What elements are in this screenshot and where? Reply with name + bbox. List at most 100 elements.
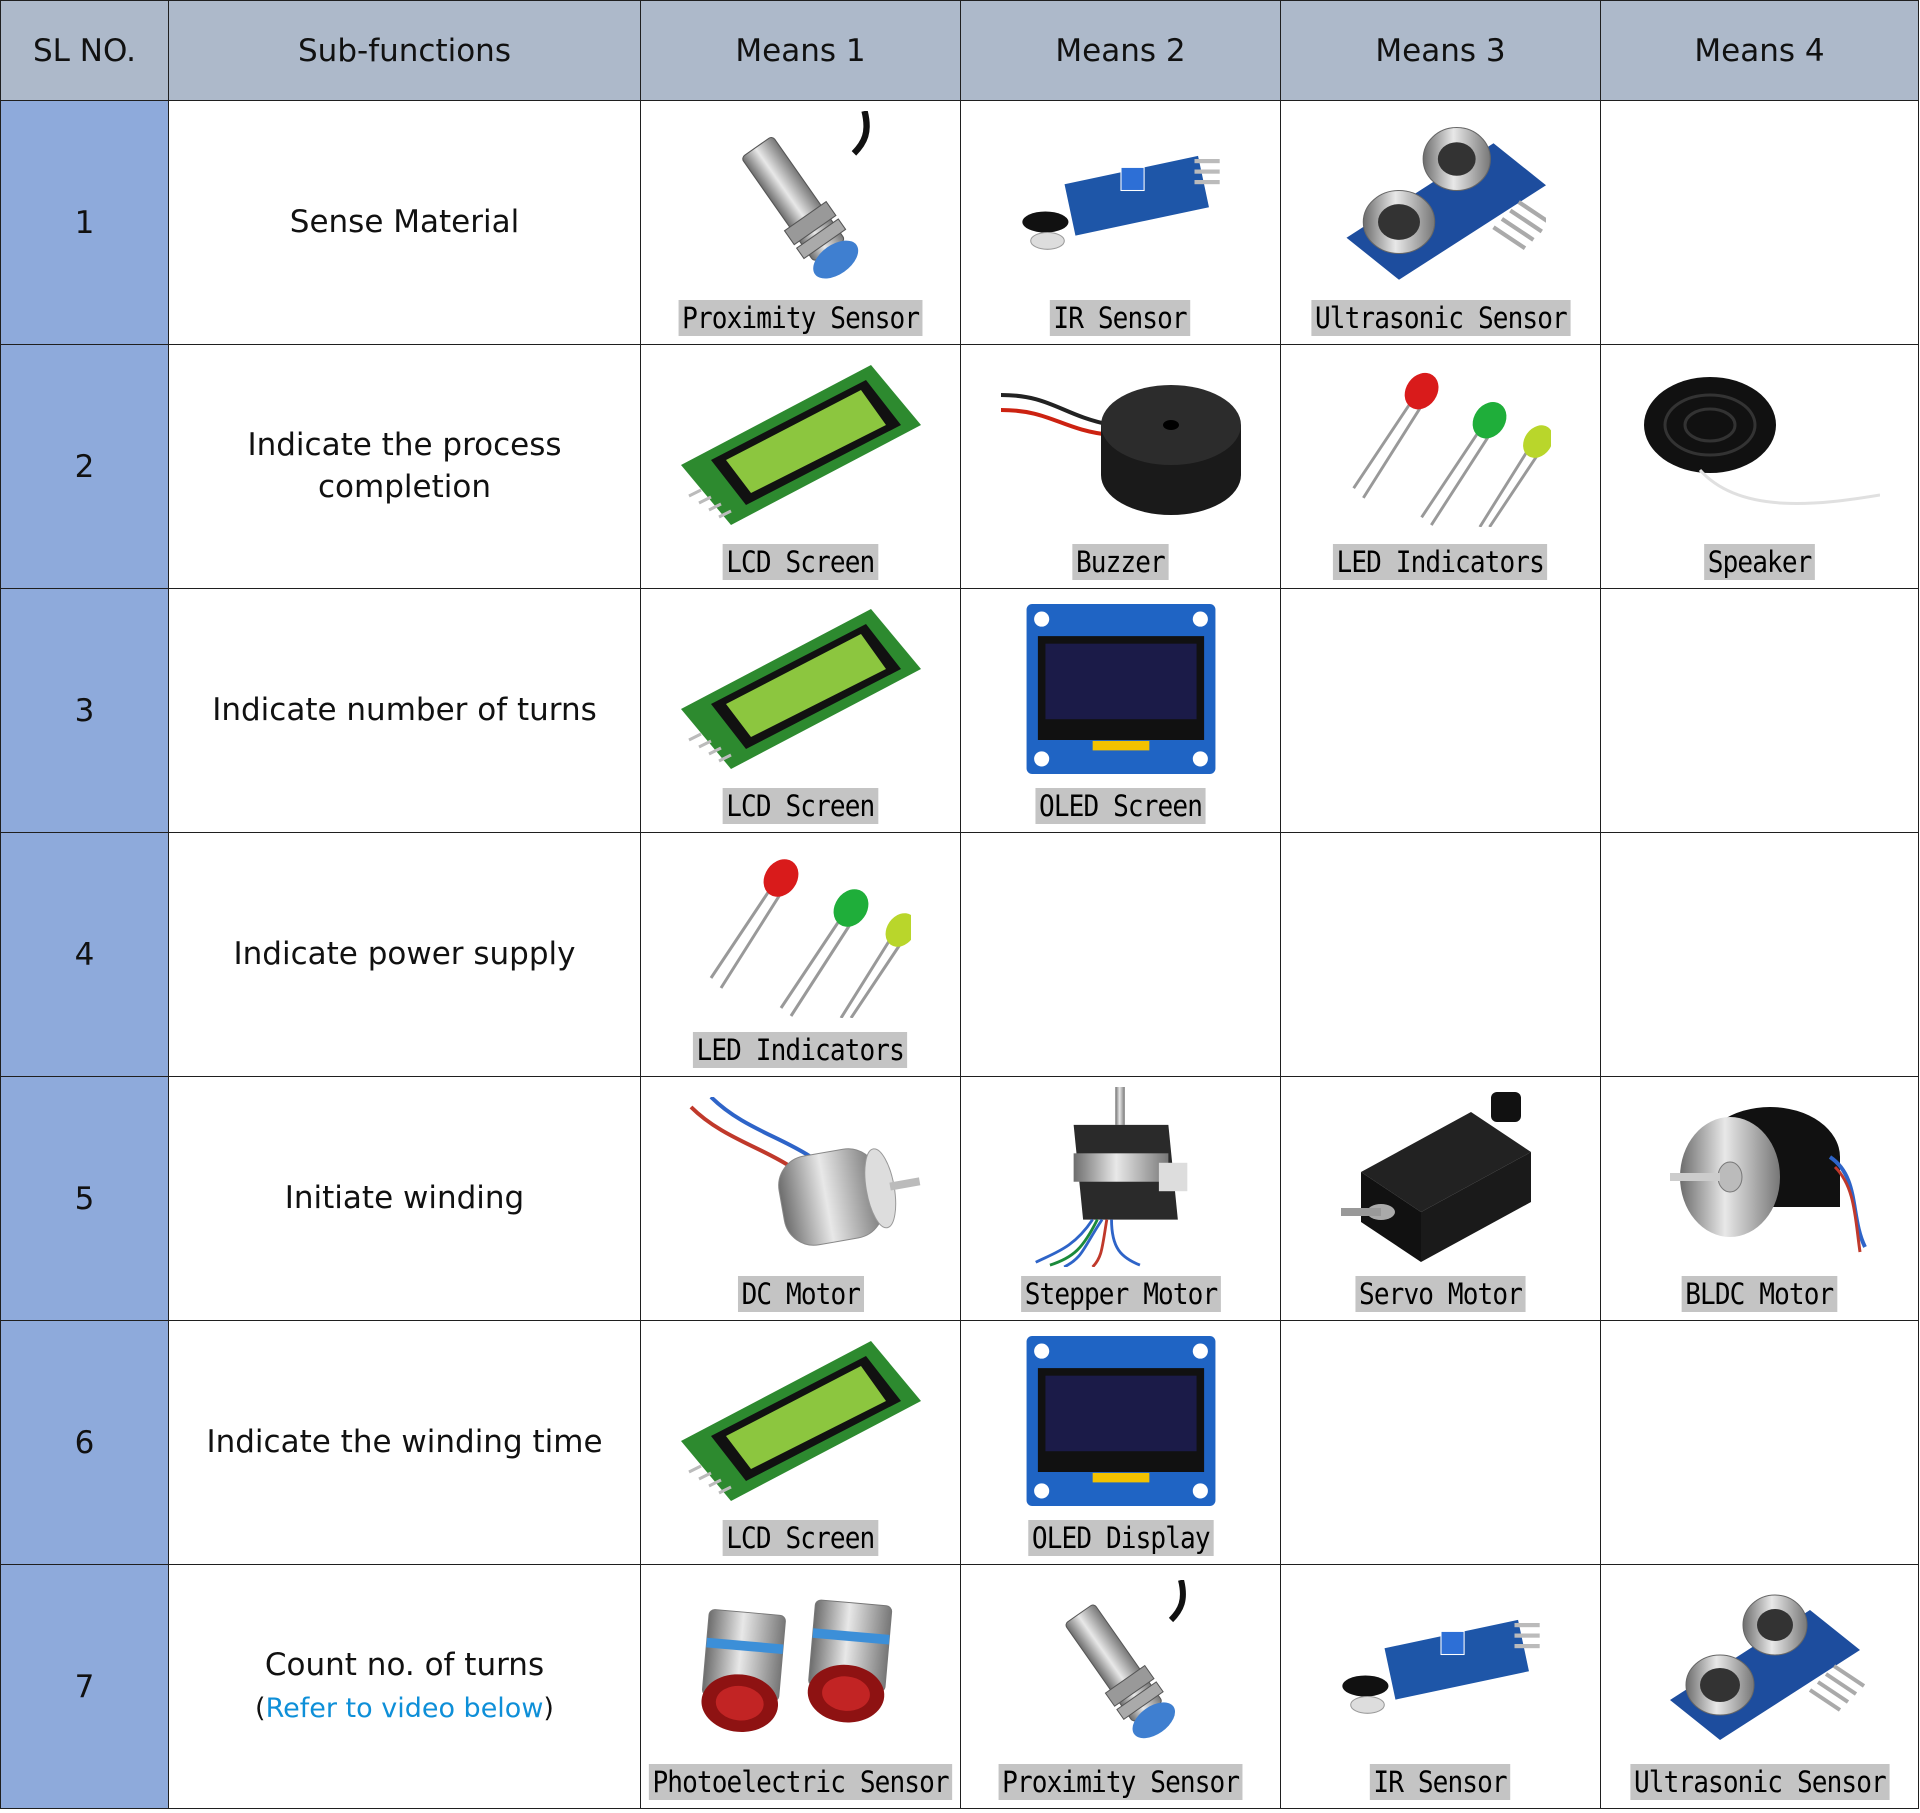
row-number: 5 [0, 1076, 169, 1321]
ir-sensor-icon [1016, 136, 1226, 266]
sub-function: Indicate the process completion [168, 344, 641, 589]
sub-function: Sense Material [168, 100, 641, 345]
means-label: IR Sensor [1370, 1764, 1511, 1800]
ultrasonic-sensor-icon [1336, 111, 1546, 291]
means-cell: Buzzer [960, 344, 1281, 589]
table-row: 3 Indicate number of turns LCD Screen OL… [0, 588, 1919, 833]
refer-to-video-link[interactable]: Refer to video below [265, 1692, 544, 1724]
lcd-screen-icon [681, 609, 921, 769]
proximity-sensor-icon [691, 111, 911, 291]
table-row: 2 Indicate the process completion LCD Sc… [0, 344, 1919, 589]
means-cell: LCD Screen [640, 344, 961, 589]
means-cell: DC Motor [640, 1076, 961, 1321]
means-label: Buzzer [1072, 544, 1169, 580]
sub-function-line: completion [318, 468, 491, 505]
table-row: 7 Count no. of turns (Refer to video bel… [0, 1564, 1919, 1809]
means-label: BLDC Motor [1681, 1276, 1838, 1312]
means-cell: Ultrasonic Sensor [1600, 1564, 1919, 1809]
means-label: LCD Screen [722, 1520, 879, 1556]
means-cell-empty [1600, 100, 1919, 345]
header-sub-functions: Sub-functions [168, 0, 641, 101]
video-note: (Refer to video below) [255, 1693, 554, 1724]
sub-function-text: Count no. of turns [264, 1646, 545, 1683]
means-cell: IR Sensor [960, 100, 1281, 345]
means-label: LED Indicators [693, 1032, 908, 1068]
table-row: 5 Initiate winding DC Motor Stepper Moto… [0, 1076, 1919, 1321]
header-means-1: Means 1 [640, 0, 961, 101]
sub-function: Indicate the winding time [168, 1320, 641, 1565]
speaker-icon [1640, 365, 1880, 525]
means-label: Servo Motor [1355, 1276, 1526, 1312]
means-cell: Ultrasonic Sensor [1280, 100, 1601, 345]
row-number: 2 [0, 344, 169, 589]
means-cell-empty [1280, 588, 1601, 833]
photoelectric-sensor-icon [686, 1590, 916, 1740]
header-means-2: Means 2 [960, 0, 1281, 101]
dc-motor-icon [681, 1097, 921, 1257]
sub-function-line: Indicate the process [247, 426, 562, 463]
means-cell: LED Indicators [640, 832, 961, 1077]
means-cell-empty [1600, 832, 1919, 1077]
means-cell-empty [1280, 832, 1601, 1077]
lcd-screen-icon [681, 1341, 921, 1501]
means-label: IR Sensor [1050, 300, 1191, 336]
row-number: 4 [0, 832, 169, 1077]
means-label: Ultrasonic Sensor [1310, 300, 1571, 336]
means-cell-empty [960, 832, 1281, 1077]
means-cell-empty [1280, 1320, 1601, 1565]
note-paren-close: ) [543, 1692, 554, 1724]
led-indicators-icon [1331, 362, 1551, 527]
sub-function: Indicate number of turns [168, 588, 641, 833]
means-label: Proximity Sensor [678, 300, 923, 336]
sub-function: Initiate winding [168, 1076, 641, 1321]
buzzer-icon [1001, 365, 1241, 525]
row-number: 6 [0, 1320, 169, 1565]
header-means-4: Means 4 [1600, 0, 1919, 101]
means-cell: Proximity Sensor [960, 1564, 1281, 1809]
header-means-3: Means 3 [1280, 0, 1601, 101]
servo-motor-icon [1341, 1092, 1541, 1262]
row-number: 1 [0, 100, 169, 345]
table-row: 4 Indicate power supply LED Indicators [0, 832, 1919, 1077]
note-paren-open: ( [255, 1692, 266, 1724]
means-cell-empty [1600, 588, 1919, 833]
proximity-sensor-icon [1016, 1580, 1226, 1750]
sub-function: Count no. of turns (Refer to video below… [168, 1564, 641, 1809]
stepper-motor-icon [1021, 1087, 1221, 1267]
bldc-motor-icon [1650, 1097, 1870, 1257]
row-number: 3 [0, 588, 169, 833]
oled-display-icon [1016, 1336, 1226, 1506]
means-cell: OLED Screen [960, 588, 1281, 833]
table-row: 1 Sense Material Proximity Sensor IR Sen… [0, 100, 1919, 345]
means-label: LED Indicators [1333, 544, 1548, 580]
means-cell: BLDC Motor [1600, 1076, 1919, 1321]
means-cell: OLED Display [960, 1320, 1281, 1565]
header-sl-no: SL NO. [0, 0, 169, 101]
led-indicators-icon [691, 848, 911, 1018]
means-label: Proximity Sensor [998, 1764, 1243, 1800]
lcd-screen-icon [681, 365, 921, 525]
means-cell: LCD Screen [640, 1320, 961, 1565]
means-label: Speaker [1704, 544, 1815, 580]
means-label: LCD Screen [722, 544, 879, 580]
means-label: OLED Screen [1035, 788, 1206, 824]
means-cell: Servo Motor [1280, 1076, 1601, 1321]
means-label: DC Motor [737, 1276, 864, 1312]
header-row: SL NO. Sub-functions Means 1 Means 2 Mea… [0, 0, 1919, 101]
sub-function: Indicate power supply [168, 832, 641, 1077]
means-cell: Proximity Sensor [640, 100, 961, 345]
means-cell: Stepper Motor [960, 1076, 1281, 1321]
means-cell-empty [1600, 1320, 1919, 1565]
means-label: OLED Display [1028, 1520, 1213, 1556]
means-cell: Photoelectric Sensor [640, 1564, 961, 1809]
means-cell: LCD Screen [640, 588, 961, 833]
ultrasonic-sensor-icon [1655, 1580, 1865, 1750]
means-label: Stepper Motor [1020, 1276, 1221, 1312]
ir-sensor-icon [1336, 1600, 1546, 1730]
means-cell: IR Sensor [1280, 1564, 1601, 1809]
means-label: Photoelectric Sensor [648, 1764, 953, 1800]
means-label: Ultrasonic Sensor [1629, 1764, 1890, 1800]
table-row: 6 Indicate the winding time LCD Screen O… [0, 1320, 1919, 1565]
means-label: LCD Screen [722, 788, 879, 824]
